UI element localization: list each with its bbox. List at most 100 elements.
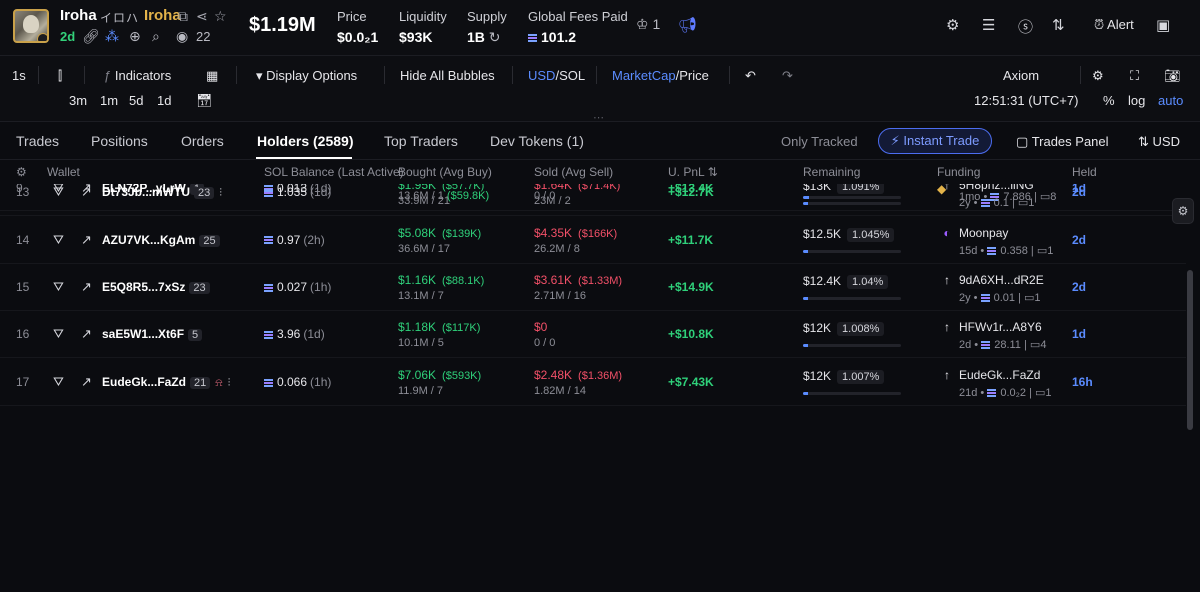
swap-icon[interactable]: ⇅ (1052, 17, 1065, 34)
filter-icon[interactable]: ⛛ (53, 326, 64, 342)
layout-icon[interactable]: ▦ (206, 68, 219, 83)
wallet-address[interactable]: EudeGk...FaZd 21 ⍾ ⫶ (102, 374, 231, 389)
token-name[interactable]: Iroha (144, 7, 181, 24)
calendar-icon[interactable]: 📅︎ (196, 93, 213, 108)
star-icon[interactable]: ☆ (214, 8, 227, 24)
copy-icon[interactable]: ⧉ (178, 8, 188, 24)
range-1m[interactable]: 1m (100, 93, 119, 108)
table-row[interactable]: 15 ⛛ ↗ E5Q8R5...7xSz 23 0.027 (1h) $1.16K(… (0, 264, 1186, 311)
bought-value: $1.95K ($57.7K) (398, 184, 485, 193)
instant-trade-button[interactable]: ⚡︎ Instant Trade (878, 128, 992, 154)
filter-icon[interactable]: ⛛ (53, 184, 64, 195)
tab-holders[interactable]: Holders (2589) (257, 133, 354, 149)
redo-icon[interactable]: ↷ (782, 68, 793, 83)
only-tracked-toggle[interactable]: Only Tracked (781, 134, 858, 149)
table-row[interactable]: 14 ⛛ ↗ AZU7VK...KgAm 25 0.97 (2h) $5.08K ($… (0, 217, 1186, 264)
indicators-button[interactable]: ƒ Indicators (104, 68, 172, 83)
dollar-icon[interactable]: ⓢ (1018, 19, 1034, 36)
col-wallet: Wallet (47, 165, 80, 179)
token-avatar[interactable] (13, 9, 49, 43)
globe-icon[interactable]: ⊕ (129, 28, 141, 44)
table-row[interactable]: 13 ⛛ ↗ Dt73Jb...mWTU 23 ⫶ 1.035 (1d) $1.95K… (0, 184, 1186, 217)
undo-icon[interactable]: ↶ (745, 68, 756, 83)
external-link-icon[interactable]: ↗ (81, 279, 92, 294)
table-settings-icon[interactable]: ⚙ (16, 165, 27, 179)
tab-top-traders[interactable]: Top Traders (384, 133, 458, 149)
wallet-address[interactable]: saE5W1...Xt6F 5 (102, 327, 203, 342)
share-icon[interactable]: ⋖ (196, 8, 208, 24)
bottom-tabs: Trades Positions Orders Holders (2589) T… (0, 122, 1200, 160)
log-toggle[interactable]: log (1128, 93, 1146, 108)
col-sold[interactable]: Sold (Avg Sell) (534, 165, 614, 179)
funding-source[interactable]: ↑ EudeGk...FaZd (940, 368, 1040, 382)
col-bought[interactable]: Bought (Avg Buy) (398, 165, 492, 179)
sold-value: $0 (534, 320, 548, 335)
funding-source[interactable]: ◐ Moonpay (940, 226, 1008, 240)
link-icon[interactable]: 🔗︎ (82, 28, 100, 44)
currency-switch[interactable]: ⇅ USD (1138, 134, 1180, 149)
external-link-icon[interactable]: ↗ (81, 231, 92, 247)
interval-select[interactable]: 1s (12, 68, 26, 83)
sol-balance: 0.97 (2h) (264, 233, 325, 247)
table-row[interactable]: 9 ⛛ ↗ ELN72P...yLrW1 0.013(1d) 13.6M / 1… (0, 184, 1186, 211)
token-ticker[interactable]: Iroha (60, 7, 97, 24)
unrealized-pnl: +$12.7K (668, 185, 714, 200)
row-rank: 14 (16, 232, 30, 247)
side-panel-toggle-icon[interactable]: ⚙ (1172, 198, 1194, 224)
table-scrollbar[interactable] (1187, 270, 1193, 430)
wallet-address[interactable]: Dt73Jb...mWTU 23 ⫶ (102, 185, 223, 200)
list-settings-icon[interactable]: ☰ (982, 17, 996, 34)
filter-icon[interactable]: ⛛ (53, 184, 64, 200)
tab-orders[interactable]: Orders (181, 133, 224, 149)
range-1d[interactable]: 1d (157, 93, 172, 108)
auto-toggle[interactable]: auto (1158, 93, 1184, 108)
external-link-icon[interactable]: ↗ (81, 326, 92, 342)
swap-icon: ⇅ (1138, 134, 1149, 149)
percent-toggle[interactable]: % (1103, 93, 1115, 108)
token-age: 2d (60, 29, 76, 44)
currency-toggle[interactable]: USD/SOL (528, 68, 586, 83)
external-link-icon[interactable]: ↗ (81, 184, 92, 200)
trades-panel-toggle[interactable]: ▢ Trades Panel (1016, 134, 1109, 149)
holders-icon[interactable]: ⁂ (105, 28, 119, 44)
table-row[interactable]: 17 ⛛ ↗ EudeGk...FaZd 21 ⍾ ⫶ 0.066 (1h) $7.06… (0, 359, 1186, 406)
col-held[interactable]: Held (1072, 165, 1097, 179)
filter-icon[interactable]: ⛛ (53, 279, 64, 294)
external-link-icon[interactable]: ↗ (81, 184, 92, 195)
unrealized-pnl: +$7.43K (668, 374, 714, 389)
funding-source[interactable]: ↑ 9dA6XH...dR2E (940, 273, 1044, 287)
col-sol-balance[interactable]: SOL Balance (Last Active) (264, 165, 404, 179)
search-icon[interactable]: ⌕ (152, 28, 160, 44)
crown-icon[interactable]: ♔ 1 (636, 16, 661, 32)
unrealized-pnl: +$11.7K (668, 232, 714, 247)
settings-icon[interactable]: ⚙ (946, 17, 960, 34)
col-remaining[interactable]: Remaining (803, 165, 861, 179)
wallet-address[interactable]: AZU7VK...KgAm 25 (102, 233, 220, 247)
filter-icon[interactable]: ⛛ (53, 373, 64, 389)
screenshot-icon[interactable]: 📷︎ (1164, 68, 1181, 83)
remaining-bar (803, 196, 901, 199)
tab-dev-tokens[interactable]: Dev Tokens (1) (490, 133, 584, 149)
wallet-address[interactable]: E5Q8R5...7xSz 23 (102, 280, 210, 294)
table-row[interactable]: 16 ⛛ ↗ saE5W1...Xt6F 5 3.96 (1d) $1.18K ($1… (0, 311, 1186, 359)
metric-toggle[interactable]: MarketCap/Price (612, 68, 709, 83)
funding-source[interactable]: ↑ 5H8phz...iiNG (940, 184, 1034, 192)
hide-bubbles-button[interactable]: Hide All Bubbles (400, 68, 495, 83)
tab-positions[interactable]: Positions (91, 133, 148, 149)
tab-trades[interactable]: Trades (16, 133, 60, 149)
chart-settings-icon[interactable]: ⚙ (1092, 68, 1104, 83)
external-link-icon[interactable]: ↗ (81, 373, 92, 389)
candle-type-icon[interactable]: ⫿ (58, 68, 63, 83)
funding-source[interactable]: ↑ HFWv1r...A8Y6 (940, 320, 1042, 334)
alert-button[interactable]: ⏰︎ Alert (1094, 17, 1134, 32)
window-icon[interactable]: ▣ (1156, 17, 1171, 34)
megaphone-icon[interactable]: 📢︎ (678, 17, 698, 34)
display-options-button[interactable]: ▾ Display Options (256, 68, 358, 83)
refresh-icon[interactable]: ↻ (488, 29, 501, 45)
col-pnl[interactable]: U. PnL ⇅ (668, 165, 718, 179)
filter-icon[interactable]: ⛛ (53, 231, 64, 247)
fullscreen-icon[interactable]: ⛶ (1130, 68, 1140, 83)
resize-handle[interactable]: ⋯ (593, 112, 604, 124)
range-5d[interactable]: 5d (129, 93, 144, 108)
range-3m[interactable]: 3m (69, 93, 88, 108)
